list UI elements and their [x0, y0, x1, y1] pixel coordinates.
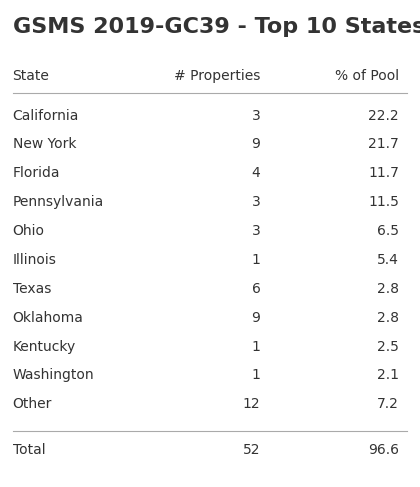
- Text: 2.8: 2.8: [377, 282, 399, 296]
- Text: 1: 1: [252, 339, 260, 354]
- Text: Illinois: Illinois: [13, 253, 56, 267]
- Text: % of Pool: % of Pool: [335, 69, 399, 83]
- Text: 9: 9: [252, 137, 260, 151]
- Text: 21.7: 21.7: [368, 137, 399, 151]
- Text: Washington: Washington: [13, 368, 94, 382]
- Text: 96.6: 96.6: [368, 443, 399, 457]
- Text: 2.1: 2.1: [377, 368, 399, 382]
- Text: 7.2: 7.2: [377, 397, 399, 411]
- Text: 3: 3: [252, 109, 260, 123]
- Text: 52: 52: [243, 443, 260, 457]
- Text: Kentucky: Kentucky: [13, 339, 76, 354]
- Text: Oklahoma: Oklahoma: [13, 311, 84, 325]
- Text: Ohio: Ohio: [13, 224, 45, 238]
- Text: Other: Other: [13, 397, 52, 411]
- Text: New York: New York: [13, 137, 76, 151]
- Text: Texas: Texas: [13, 282, 51, 296]
- Text: 5.4: 5.4: [377, 253, 399, 267]
- Text: Total: Total: [13, 443, 45, 457]
- Text: 2.5: 2.5: [377, 339, 399, 354]
- Text: Florida: Florida: [13, 167, 60, 180]
- Text: # Properties: # Properties: [174, 69, 260, 83]
- Text: 6.5: 6.5: [377, 224, 399, 238]
- Text: State: State: [13, 69, 50, 83]
- Text: 11.7: 11.7: [368, 167, 399, 180]
- Text: 1: 1: [252, 253, 260, 267]
- Text: 11.5: 11.5: [368, 195, 399, 209]
- Text: 1: 1: [252, 368, 260, 382]
- Text: 2.8: 2.8: [377, 311, 399, 325]
- Text: 22.2: 22.2: [368, 109, 399, 123]
- Text: Pennsylvania: Pennsylvania: [13, 195, 104, 209]
- Text: 3: 3: [252, 195, 260, 209]
- Text: California: California: [13, 109, 79, 123]
- Text: 6: 6: [252, 282, 260, 296]
- Text: 12: 12: [243, 397, 260, 411]
- Text: 9: 9: [252, 311, 260, 325]
- Text: 4: 4: [252, 167, 260, 180]
- Text: GSMS 2019-GC39 - Top 10 States: GSMS 2019-GC39 - Top 10 States: [13, 17, 420, 37]
- Text: 3: 3: [252, 224, 260, 238]
